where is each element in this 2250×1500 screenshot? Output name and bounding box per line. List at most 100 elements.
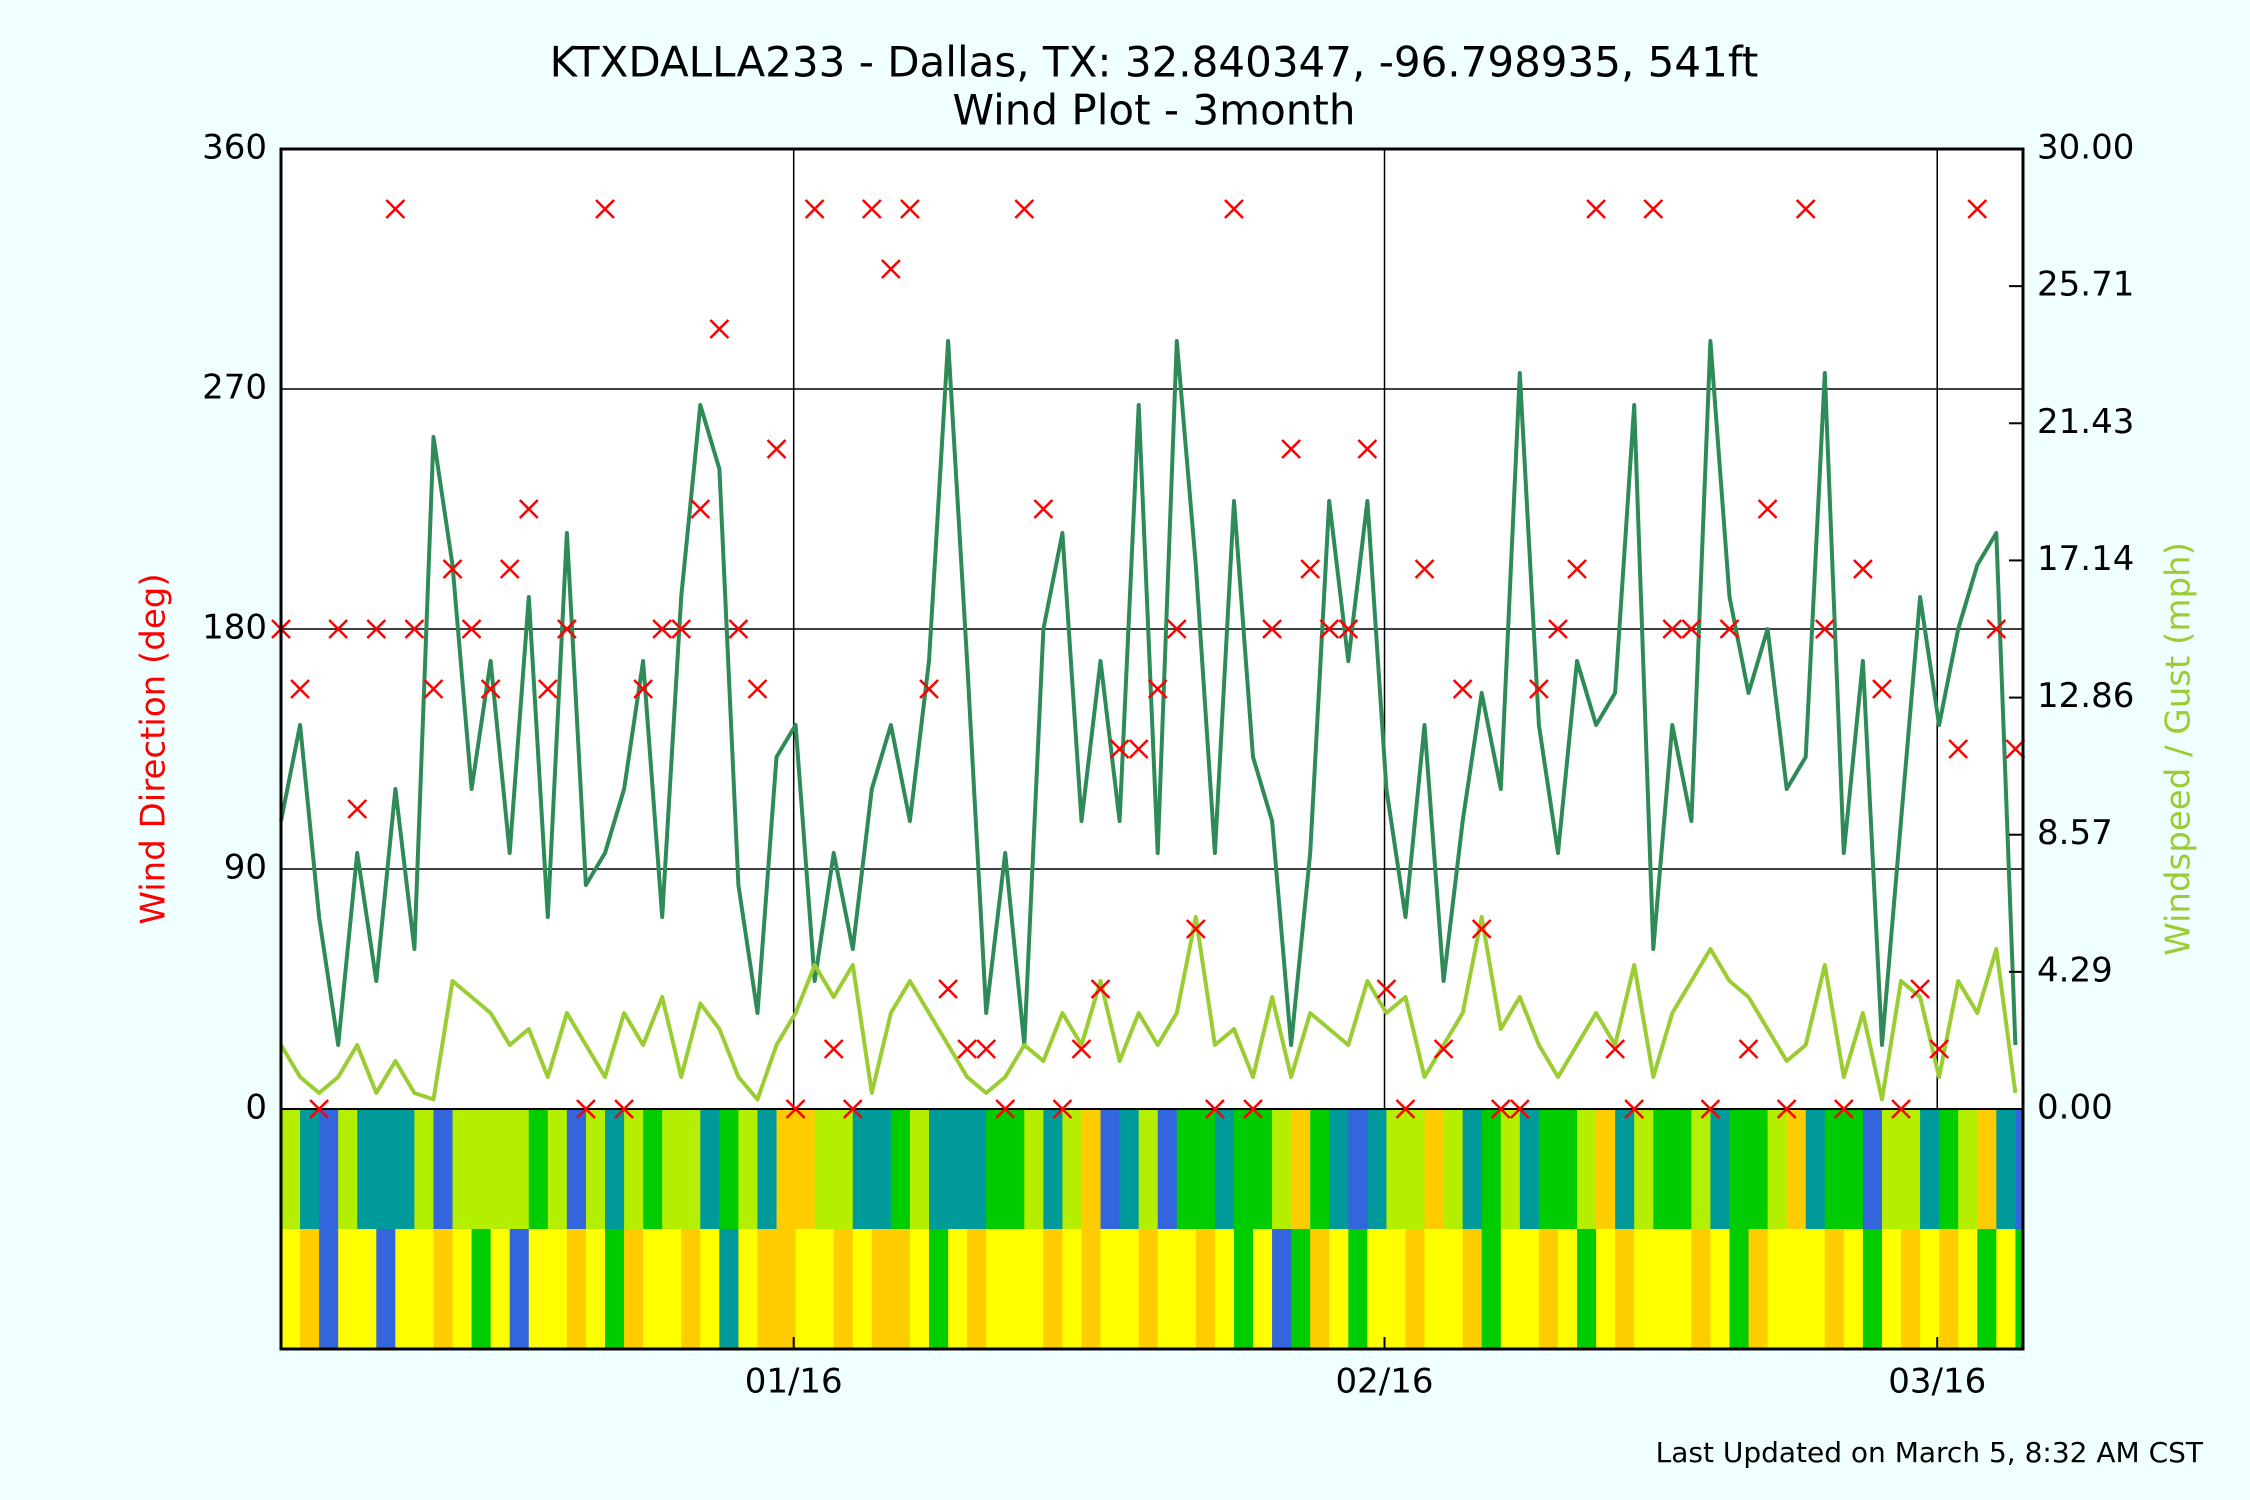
- y-axis-label: Wind Direction (deg): [134, 573, 174, 924]
- band-cell: [814, 1229, 835, 1349]
- y2-tick-label: 21.43: [2037, 402, 2134, 442]
- band-cell: [1157, 1109, 1178, 1229]
- band-cell: [1881, 1109, 1902, 1229]
- direction-marker: [309, 1099, 330, 1119]
- direction-marker: [518, 499, 539, 519]
- direction-marker: [633, 679, 654, 699]
- band-cell: [395, 1109, 415, 1229]
- direction-marker: [1986, 619, 2007, 639]
- direction-marker: [1567, 559, 1587, 579]
- band-cell: [1672, 1229, 1692, 1349]
- y2-tick-label: 30.00: [2037, 128, 2134, 168]
- band-cell: [1881, 1229, 1902, 1349]
- band-cell: [643, 1229, 663, 1349]
- direction-marker: [461, 619, 482, 639]
- direction-marker: [442, 559, 463, 579]
- band-cell: [1138, 1229, 1159, 1349]
- direction-marker: [747, 679, 768, 699]
- y2-tick-label: 8.57: [2037, 813, 2113, 853]
- band-cell: [1348, 1109, 1368, 1229]
- line-series: [279, 915, 2018, 1102]
- band-cell: [1958, 1229, 1978, 1349]
- band-cell: [1195, 1229, 1216, 1349]
- band-cell: [1195, 1109, 1216, 1229]
- direction-marker: [1414, 559, 1435, 579]
- band-cell: [509, 1109, 530, 1229]
- direction-marker: [1147, 679, 1168, 699]
- direction-marker: [1814, 619, 1835, 639]
- y2-tick-label: 4.29: [2037, 950, 2113, 990]
- band-cell: [909, 1109, 930, 1229]
- direction-marker: [557, 619, 577, 639]
- band-cell: [1062, 1109, 1082, 1229]
- direction-marker: [1452, 679, 1473, 699]
- band-cell: [1767, 1109, 1788, 1229]
- band-cell: [1386, 1109, 1406, 1229]
- band-cell: [1805, 1229, 1826, 1349]
- band-cell: [414, 1109, 434, 1229]
- line-series: [279, 339, 2018, 1047]
- band-cell: [929, 1229, 949, 1349]
- direction-marker: [1224, 199, 1244, 219]
- band-cell: [929, 1109, 949, 1229]
- band-cell: [1500, 1109, 1521, 1229]
- band-cell: [338, 1229, 358, 1349]
- band-cell: [871, 1109, 892, 1229]
- band-cell: [852, 1109, 873, 1229]
- band-cell: [566, 1229, 587, 1349]
- band-cell: [1005, 1109, 1025, 1229]
- band-cell: [871, 1229, 892, 1349]
- band-cell: [395, 1229, 415, 1349]
- band-cell: [1653, 1229, 1673, 1349]
- band-cell: [1100, 1109, 1121, 1229]
- band-cell: [1481, 1229, 1502, 1349]
- band-cell: [319, 1109, 339, 1229]
- band-cell: [1329, 1229, 1349, 1349]
- direction-marker: [900, 199, 920, 219]
- direction-marker: [1319, 619, 1340, 639]
- direction-marker: [1509, 1099, 1530, 1119]
- band-cell: [2015, 1229, 2024, 1349]
- band-cell: [2015, 1109, 2024, 1229]
- direction-marker: [537, 679, 558, 699]
- band-cell: [1615, 1229, 1635, 1349]
- direction-marker: [385, 199, 406, 219]
- direction-marker: [785, 1099, 806, 1119]
- band-cell: [719, 1109, 739, 1229]
- band-cell: [1519, 1229, 1540, 1349]
- band-cell: [700, 1229, 720, 1349]
- direction-marker: [1700, 1099, 1721, 1119]
- band-cell: [1577, 1109, 1597, 1229]
- direction-marker: [1643, 199, 1664, 219]
- direction-marker: [1586, 199, 1606, 219]
- direction-marker: [614, 1099, 634, 1119]
- direction-marker: [1033, 499, 1054, 519]
- y2-axis-label: Windspeed / Gust (mph): [2159, 542, 2199, 956]
- band-cell: [757, 1109, 778, 1229]
- band-cell: [376, 1229, 396, 1349]
- band-cell: [1805, 1109, 1826, 1229]
- band-cell: [547, 1229, 568, 1349]
- footer: Last Updated on March 5, 8:32 AM CST: [1656, 1436, 2204, 1469]
- band-cell: [1519, 1109, 1540, 1229]
- band-cell: [1253, 1229, 1273, 1349]
- band-cell: [1901, 1229, 1921, 1349]
- direction-marker: [1776, 1099, 1797, 1119]
- band-cell: [681, 1109, 701, 1229]
- band-cell: [1024, 1229, 1044, 1349]
- band-cell: [1405, 1229, 1426, 1349]
- direction-marker: [842, 1099, 863, 1119]
- band-cell: [1862, 1109, 1883, 1229]
- band-cell: [300, 1229, 320, 1349]
- direction-marker: [1338, 619, 1359, 639]
- direction-marker: [1376, 979, 1397, 999]
- direction-marker: [347, 799, 368, 819]
- direction-marker: [957, 1039, 978, 1059]
- plot-layer: [271, 148, 2026, 1349]
- direction-marker: [1605, 1039, 1626, 1059]
- band-cell: [681, 1229, 701, 1349]
- direction-marker: [709, 319, 730, 339]
- band-cell: [738, 1109, 758, 1229]
